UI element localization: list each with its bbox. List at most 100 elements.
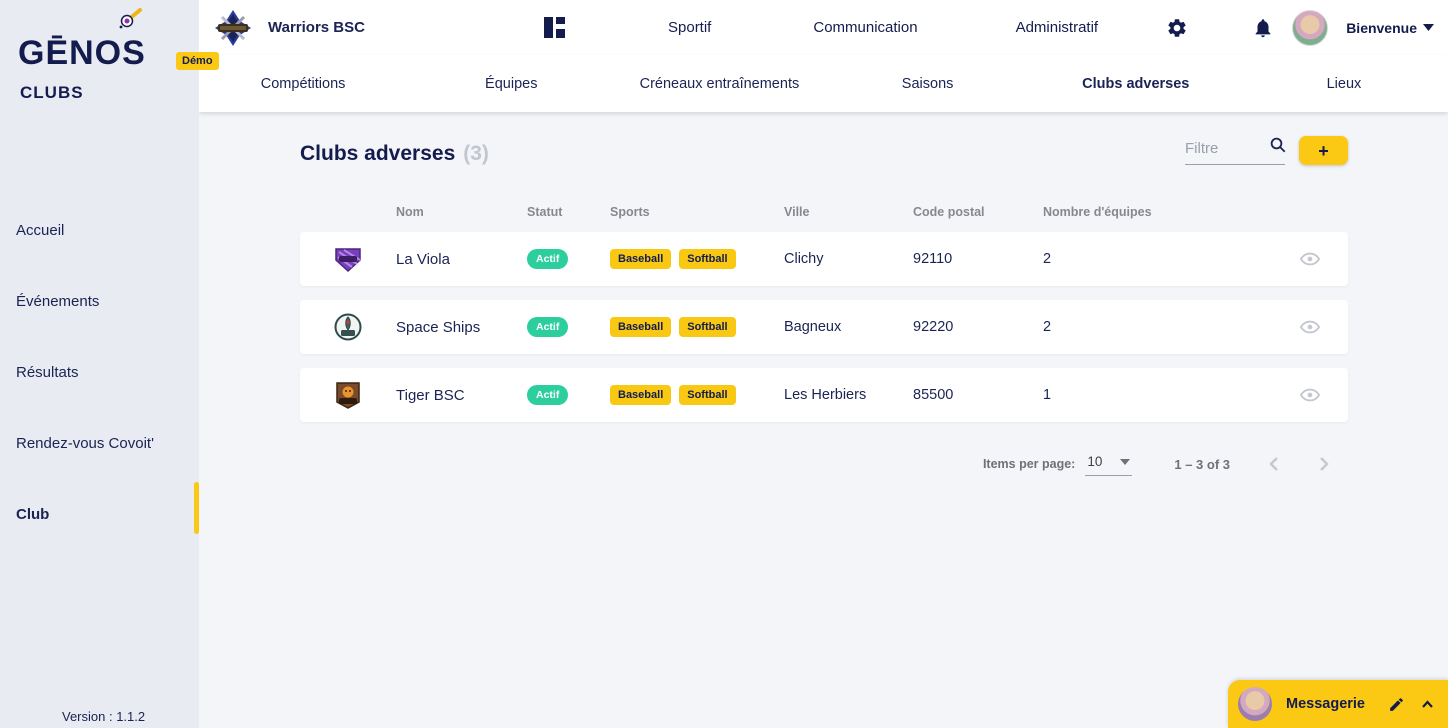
sport-badge-baseball: Baseball: [610, 317, 672, 337]
previous-page-icon[interactable]: [1268, 456, 1280, 472]
tab-equipes[interactable]: Équipes: [485, 75, 538, 92]
main-content: Clubs adverses (3) + Nom Statu: [199, 112, 1448, 728]
brand-name: GĒNOS CLUBS: [18, 36, 199, 104]
status-badge: Actif: [527, 249, 569, 269]
nav-administratif[interactable]: Administratif: [1015, 19, 1099, 36]
settings-gear-icon[interactable]: [1166, 17, 1188, 39]
brand-logo: GĒNOS CLUBS Démo: [0, 0, 219, 110]
city-cell: Les Herbiers: [784, 387, 867, 403]
brand-name-sub: CLUBS: [20, 83, 84, 102]
filter-input[interactable]: [1185, 140, 1263, 157]
tab-lieux[interactable]: Lieux: [1326, 75, 1362, 92]
club-name-cell: Tiger BSC: [396, 386, 465, 404]
sport-badge-baseball: Baseball: [610, 385, 672, 405]
sports-cell: Baseball Softball: [610, 317, 784, 337]
sidebar-item-rendez-vous-covoit[interactable]: Rendez-vous Covoit': [16, 435, 154, 452]
zip-cell: 92110: [913, 251, 953, 267]
club-logo-space-ships: [300, 313, 396, 341]
view-club-eye-icon[interactable]: [1300, 320, 1320, 334]
table-row[interactable]: La Viola Actif Baseball Softball Clichy …: [300, 232, 1348, 286]
demo-badge: Démo: [176, 52, 219, 70]
page-title: Clubs adverses: [300, 142, 456, 165]
welcome-label: Bienvenue: [1346, 19, 1417, 36]
sport-badge-softball: Softball: [679, 385, 736, 405]
page-range-label: 1 – 3 of 3: [1174, 456, 1230, 472]
content-column: Warriors BSC Sportif Communication Admin…: [199, 0, 1448, 728]
tab-competitions[interactable]: Compétitions: [260, 75, 346, 92]
search-icon[interactable]: [1269, 136, 1287, 154]
notifications-bell-icon[interactable]: [1252, 17, 1274, 39]
column-header-ville: Ville: [784, 205, 810, 219]
sidebar-item-evenements[interactable]: Événements: [16, 293, 100, 310]
club-name: Warriors BSC: [268, 19, 365, 36]
nav-communication[interactable]: Communication: [813, 19, 918, 36]
top-nav: Sportif Communication Administratif: [544, 16, 1252, 39]
club-crest-icon: [214, 9, 252, 47]
zip-cell: 85500: [913, 387, 954, 403]
sport-badge-baseball: Baseball: [610, 249, 672, 269]
city-cell: Bagneux: [784, 319, 842, 335]
sport-badge-softball: Softball: [679, 249, 736, 269]
tab-clubs-adverses[interactable]: Clubs adverses: [1082, 75, 1190, 92]
messaging-dock[interactable]: Messagerie: [1228, 680, 1448, 728]
clubs-table: Nom Statut Sports Ville Code postal Nomb…: [300, 192, 1348, 422]
column-header-nom: Nom: [396, 205, 424, 219]
sidebar-item-resultats[interactable]: Résultats: [16, 364, 79, 381]
sidebar-item-accueil[interactable]: Accueil: [16, 222, 65, 239]
column-header-code-postal: Code postal: [913, 205, 985, 219]
add-club-button[interactable]: +: [1299, 136, 1348, 165]
club-identity: Warriors BSC: [214, 9, 544, 47]
filter-field: [1185, 136, 1287, 165]
brand-comet-icon: [118, 8, 144, 30]
section-tabs: Compétitions Équipes Créneaux entraîneme…: [199, 55, 1448, 112]
chevron-up-icon[interactable]: [1421, 699, 1434, 709]
zip-cell: 92220: [913, 319, 954, 335]
teams-count-cell: 2: [1043, 251, 1052, 267]
teams-count-cell: 1: [1043, 387, 1052, 403]
view-club-eye-icon[interactable]: [1300, 388, 1320, 402]
sports-cell: Baseball Softball: [610, 249, 784, 269]
teams-count-cell: 2: [1043, 319, 1052, 335]
sidebar-nav: Accueil Événements Résultats Rendez-vous…: [0, 206, 199, 539]
version-label: Version : 1.1.2: [62, 709, 146, 724]
view-club-eye-icon[interactable]: [1300, 252, 1320, 266]
club-name-cell: Space Ships: [396, 318, 481, 336]
welcome-menu[interactable]: Bienvenue: [1346, 20, 1434, 36]
status-badge: Actif: [527, 317, 569, 337]
column-header-statut: Statut: [527, 205, 563, 219]
sidebar-item-club[interactable]: Club: [0, 482, 199, 539]
column-header-nombre-equipes: Nombre d'équipes: [1043, 205, 1152, 219]
header-tools: +: [1185, 136, 1348, 165]
column-header-sports: Sports: [610, 205, 650, 219]
table-paginator: Items per page: 10 1 – 3 of 3: [300, 452, 1348, 476]
page-count: (3): [463, 142, 489, 165]
page-header: Clubs adverses (3) +: [300, 136, 1348, 166]
messaging-label: Messagerie: [1286, 696, 1365, 712]
table-header-row: Nom Statut Sports Ville Code postal Nomb…: [300, 192, 1348, 232]
sport-badge-softball: Softball: [679, 317, 736, 337]
chevron-down-icon: [1423, 24, 1434, 31]
messaging-avatar: [1238, 687, 1272, 721]
table-row[interactable]: Tiger BSC Actif Baseball Softball Les He…: [300, 368, 1348, 422]
sidebar: GĒNOS CLUBS Démo Accueil Événements Résu…: [0, 0, 219, 728]
next-page-icon[interactable]: [1318, 456, 1330, 472]
tab-creneaux-entrainements[interactable]: Créneaux entraînements: [639, 75, 800, 92]
sports-cell: Baseball Softball: [610, 385, 784, 405]
tab-saisons[interactable]: Saisons: [901, 75, 954, 92]
compose-pencil-icon[interactable]: [1388, 696, 1405, 713]
status-badge: Actif: [527, 385, 569, 405]
user-avatar[interactable]: [1292, 9, 1329, 46]
top-header: Warriors BSC Sportif Communication Admin…: [199, 0, 1448, 55]
brand-name-main: GĒNOS: [18, 34, 146, 72]
city-cell: Clichy: [784, 251, 824, 267]
club-logo-la-viola: [300, 246, 396, 272]
messaging-actions: [1388, 696, 1434, 713]
items-per-page-select[interactable]: 10: [1085, 452, 1133, 476]
items-per-page-value: 10: [1087, 454, 1103, 469]
nav-sportif[interactable]: Sportif: [668, 19, 712, 36]
club-logo-tiger-bsc: [300, 381, 396, 409]
table-row[interactable]: Space Ships Actif Baseball Softball Bagn…: [300, 300, 1348, 354]
club-name-cell: La Viola: [396, 250, 450, 268]
dashboard-icon[interactable]: [544, 16, 566, 39]
select-caret-icon: [1120, 458, 1131, 465]
